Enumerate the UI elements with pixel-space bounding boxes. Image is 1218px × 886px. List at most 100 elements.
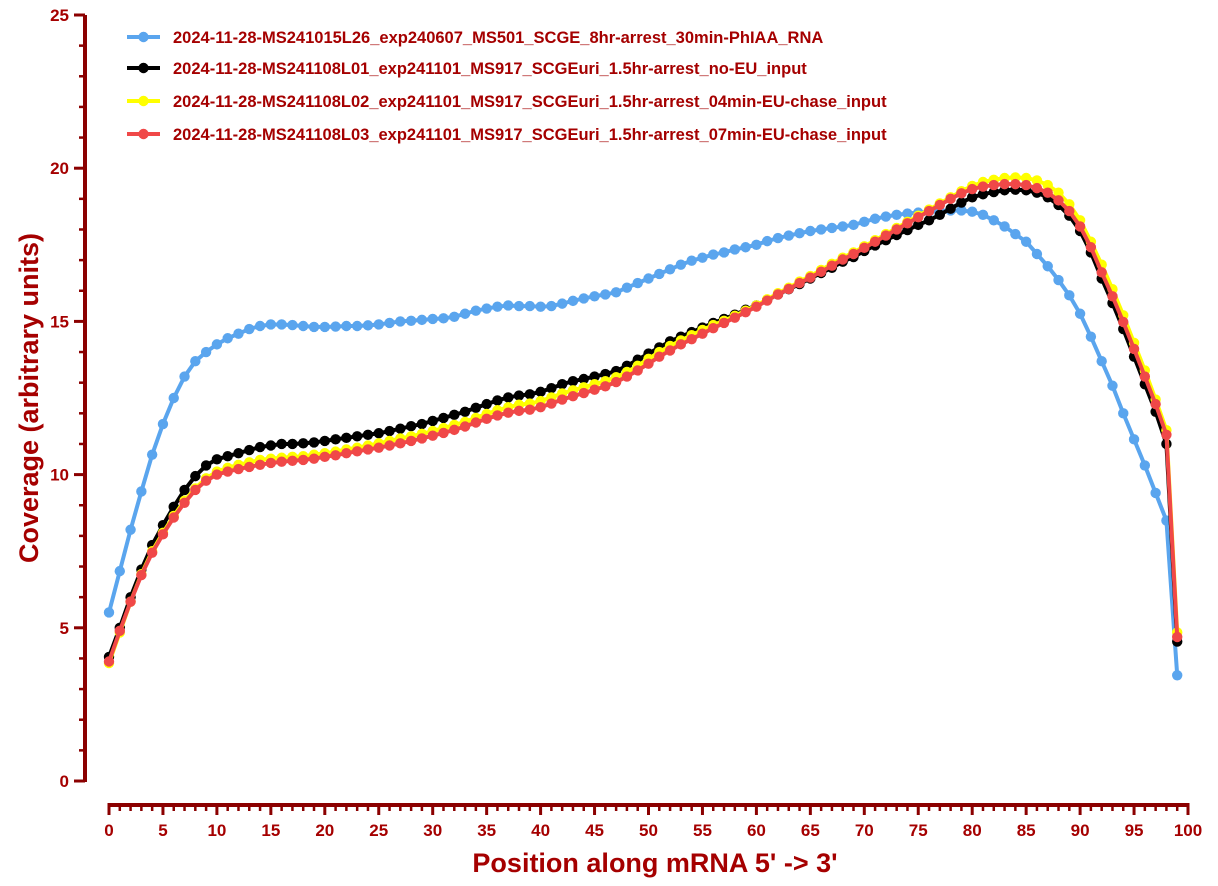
data-point xyxy=(956,205,967,216)
legend-marker xyxy=(138,95,149,107)
x-tick-label: 20 xyxy=(315,821,334,840)
data-point xyxy=(405,420,417,432)
data-point xyxy=(934,209,946,220)
data-point xyxy=(761,235,773,247)
data-point xyxy=(740,307,751,318)
data-point xyxy=(1118,316,1129,328)
data-point xyxy=(1096,356,1107,367)
data-point xyxy=(535,386,546,398)
series-line xyxy=(107,208,1180,676)
data-point xyxy=(546,300,557,312)
data-point xyxy=(600,381,611,392)
data-point xyxy=(470,305,482,316)
data-point xyxy=(265,457,277,469)
data-point xyxy=(945,193,956,205)
data-point xyxy=(190,470,201,482)
data-point xyxy=(664,345,676,356)
x-tick-label: 70 xyxy=(855,821,874,840)
data-point xyxy=(384,317,395,329)
data-point xyxy=(190,484,201,496)
data-point xyxy=(114,565,125,577)
data-point xyxy=(103,607,115,618)
data-point xyxy=(459,406,471,417)
data-point xyxy=(556,298,568,309)
data-point xyxy=(729,312,741,323)
data-point xyxy=(233,328,244,339)
data-point xyxy=(837,254,848,265)
data-point xyxy=(1172,670,1183,681)
data-point xyxy=(977,209,989,220)
data-point xyxy=(222,333,233,344)
data-point xyxy=(200,460,212,471)
data-point xyxy=(740,242,751,253)
legend-marker xyxy=(138,31,149,43)
data-point xyxy=(513,300,525,312)
data-point xyxy=(880,211,892,222)
legend-marker xyxy=(138,62,149,74)
series-line xyxy=(107,175,1180,664)
data-point xyxy=(913,219,924,231)
data-point xyxy=(168,392,179,404)
data-point xyxy=(556,379,568,390)
x-axis-title: Position along mRNA 5' -> 3' xyxy=(472,848,837,878)
data-point xyxy=(351,320,363,332)
data-point xyxy=(416,433,428,444)
data-point xyxy=(988,215,999,226)
y-tick-label: 20 xyxy=(50,159,69,178)
data-point xyxy=(395,423,406,434)
data-point xyxy=(470,402,482,413)
data-point xyxy=(837,221,848,232)
x-tick-label: 95 xyxy=(1125,821,1144,840)
data-point xyxy=(1139,460,1151,471)
series-3 xyxy=(103,172,1183,669)
data-point xyxy=(556,394,568,405)
data-point xyxy=(783,230,794,241)
data-point xyxy=(319,435,330,447)
data-point xyxy=(373,319,384,330)
data-point xyxy=(1031,248,1043,260)
data-point xyxy=(869,236,881,247)
data-point xyxy=(610,376,622,388)
x-tick-label: 40 xyxy=(531,821,550,840)
data-point xyxy=(244,444,255,456)
series-4 xyxy=(103,178,1183,667)
data-point xyxy=(729,244,741,255)
data-point xyxy=(114,625,125,637)
data-point xyxy=(298,454,309,466)
data-point xyxy=(1010,178,1021,190)
data-point xyxy=(589,371,600,382)
data-point xyxy=(1107,380,1118,391)
data-point xyxy=(567,295,579,307)
data-point xyxy=(632,365,643,376)
data-point xyxy=(1042,261,1053,272)
data-point xyxy=(1074,221,1086,232)
data-point xyxy=(1053,274,1064,286)
data-point xyxy=(200,475,212,486)
data-point xyxy=(988,179,999,191)
data-point xyxy=(1118,408,1129,419)
data-point xyxy=(319,321,330,333)
legend-item-2: 2024-11-28-MS241108L01_exp241101_MS917_S… xyxy=(127,60,807,78)
data-point xyxy=(319,451,330,463)
x-tick-label: 85 xyxy=(1017,821,1036,840)
data-point xyxy=(125,596,136,607)
data-point xyxy=(330,434,341,445)
data-point xyxy=(405,435,417,447)
data-point xyxy=(977,189,989,200)
data-point xyxy=(805,272,816,283)
legend-marker xyxy=(138,128,149,140)
data-point xyxy=(276,319,287,330)
data-point xyxy=(103,656,115,667)
series-layer xyxy=(103,172,1183,681)
data-point xyxy=(999,178,1010,190)
data-point xyxy=(1042,179,1053,191)
data-point xyxy=(643,273,654,284)
x-tick-label: 55 xyxy=(693,821,712,840)
data-point xyxy=(298,438,309,449)
series-line xyxy=(107,182,1180,663)
data-point xyxy=(1128,434,1140,445)
data-point xyxy=(654,268,665,280)
data-point xyxy=(244,461,255,473)
x-tick-label: 15 xyxy=(261,821,280,840)
